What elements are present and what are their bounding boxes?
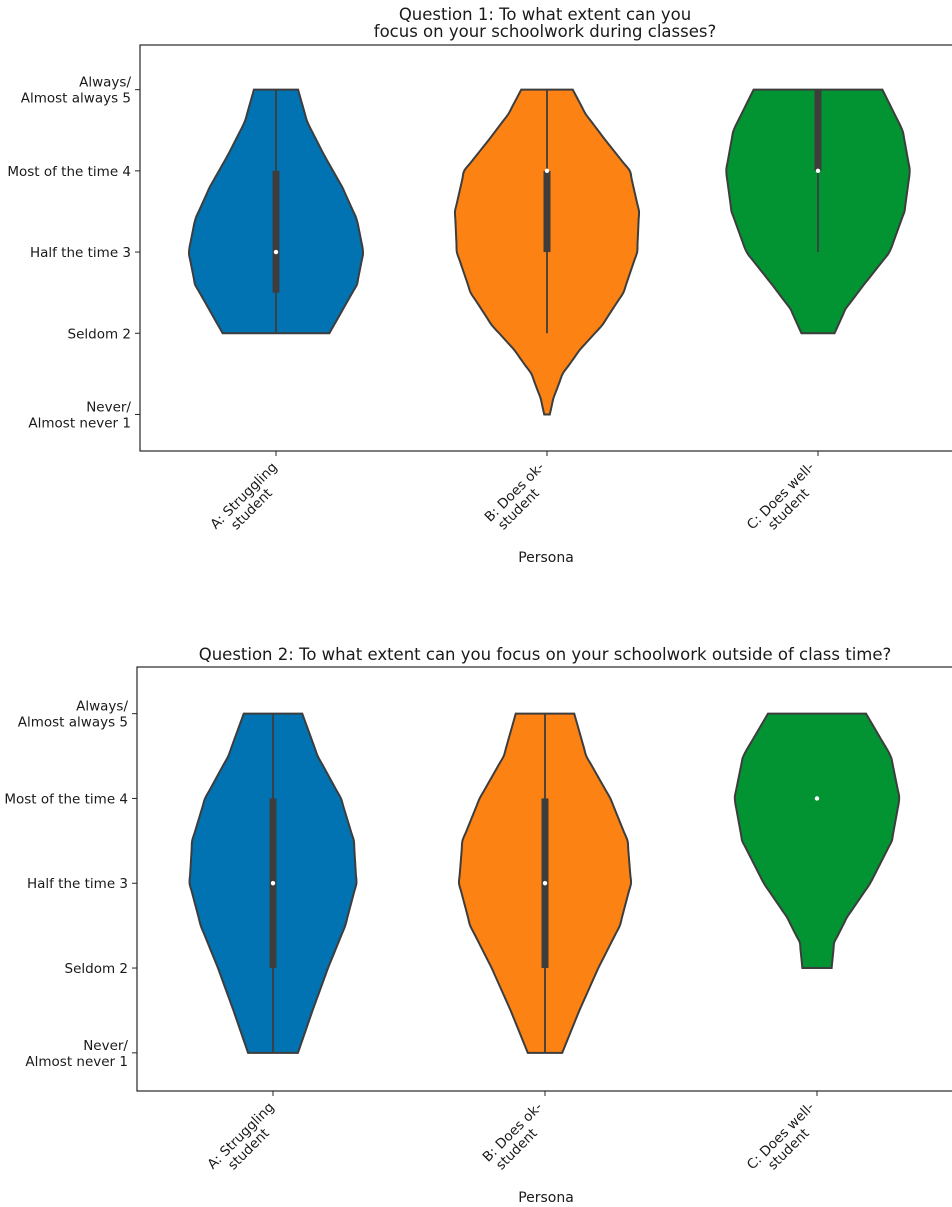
median-marker — [544, 168, 550, 174]
y-tick-label: Most of the time 4 — [4, 791, 128, 807]
chart-title-line: Question 1: To what extent can you — [399, 5, 691, 24]
median-marker — [815, 168, 821, 174]
y-tick-label: Seldom 2 — [65, 961, 129, 977]
median-marker — [814, 796, 820, 801]
y-tick-label: Never/ — [83, 1038, 128, 1054]
y-tick-label: Always/ — [76, 699, 128, 715]
median-marker — [270, 881, 276, 886]
y-tick-label: Almost never 1 — [28, 415, 131, 431]
iqr-box — [543, 170, 551, 253]
y-tick-label: Half the time 3 — [30, 245, 131, 261]
x-tick-label: C: Does well-student — [744, 459, 818, 533]
violin-c — [733, 712, 901, 970]
x-tick-label: B: Does ok-student — [480, 1099, 546, 1173]
question-2-violin-panel: Question 2: To what extent can you focus… — [4, 645, 952, 1206]
x-tick-label: C: Does well-student — [744, 1099, 818, 1173]
question-1-violin-panel: Question 1: To what extent can youfocus … — [7, 5, 952, 566]
y-tick-label: Always/ — [79, 75, 131, 91]
x-axis-label: Persona — [518, 1190, 574, 1206]
iqr-box — [814, 89, 822, 171]
chart-title-line: focus on your schoolwork during classes? — [374, 22, 716, 41]
y-tick-label: Almost always 5 — [21, 91, 131, 107]
y-tick-label: Half the time 3 — [27, 876, 128, 892]
iqr-box — [272, 170, 280, 293]
y-tick-label: Almost always 5 — [18, 715, 128, 731]
y-tick-label: Almost never 1 — [25, 1054, 128, 1070]
y-tick-label: Most of the time 4 — [7, 164, 131, 180]
median-marker — [542, 881, 548, 886]
x-tick-label: B: Does ok-student — [482, 459, 548, 533]
median-marker — [273, 249, 279, 255]
chart-title-line: Question 2: To what extent can you focus… — [199, 645, 892, 664]
y-tick-label: Seldom 2 — [68, 326, 132, 342]
x-axis-label: Persona — [518, 550, 574, 566]
y-tick-label: Never/ — [86, 399, 131, 415]
